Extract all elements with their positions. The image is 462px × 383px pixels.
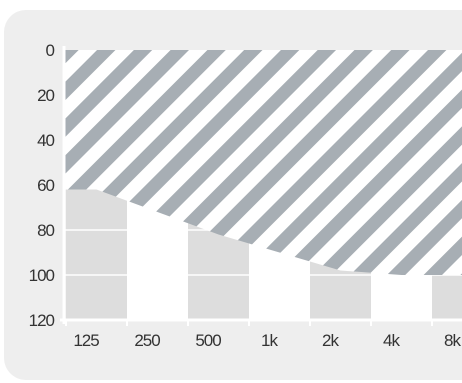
x-tick-label-125: 125 [73, 331, 99, 350]
x-tick-label-4k: 4k [383, 331, 400, 350]
y-tick-label-0: 0 [46, 41, 55, 60]
axes [60, 46, 462, 326]
x-tick-labels: 125 250 500 1k 2k 4k 8k [73, 331, 462, 350]
x-tick-label-500: 500 [195, 331, 221, 350]
y-tick-label-100: 100 [29, 266, 55, 285]
y-tick-labels: 0 20 40 60 80 100 120 [29, 41, 56, 330]
threshold-area [64, 50, 462, 275]
x-tick-label-250: 250 [134, 331, 160, 350]
y-tick-label-40: 40 [37, 131, 54, 150]
y-tick-label-80: 80 [37, 221, 54, 240]
x-tick-label-1k: 1k [261, 331, 278, 350]
y-tick-label-60: 60 [37, 176, 54, 195]
x-tick-label-2k: 2k [322, 331, 339, 350]
x-tick-label-8k: 8k [444, 331, 461, 350]
hatched-threshold-region [64, 50, 462, 275]
y-tick-label-20: 20 [37, 86, 54, 105]
y-tick-label-120: 120 [29, 311, 55, 330]
